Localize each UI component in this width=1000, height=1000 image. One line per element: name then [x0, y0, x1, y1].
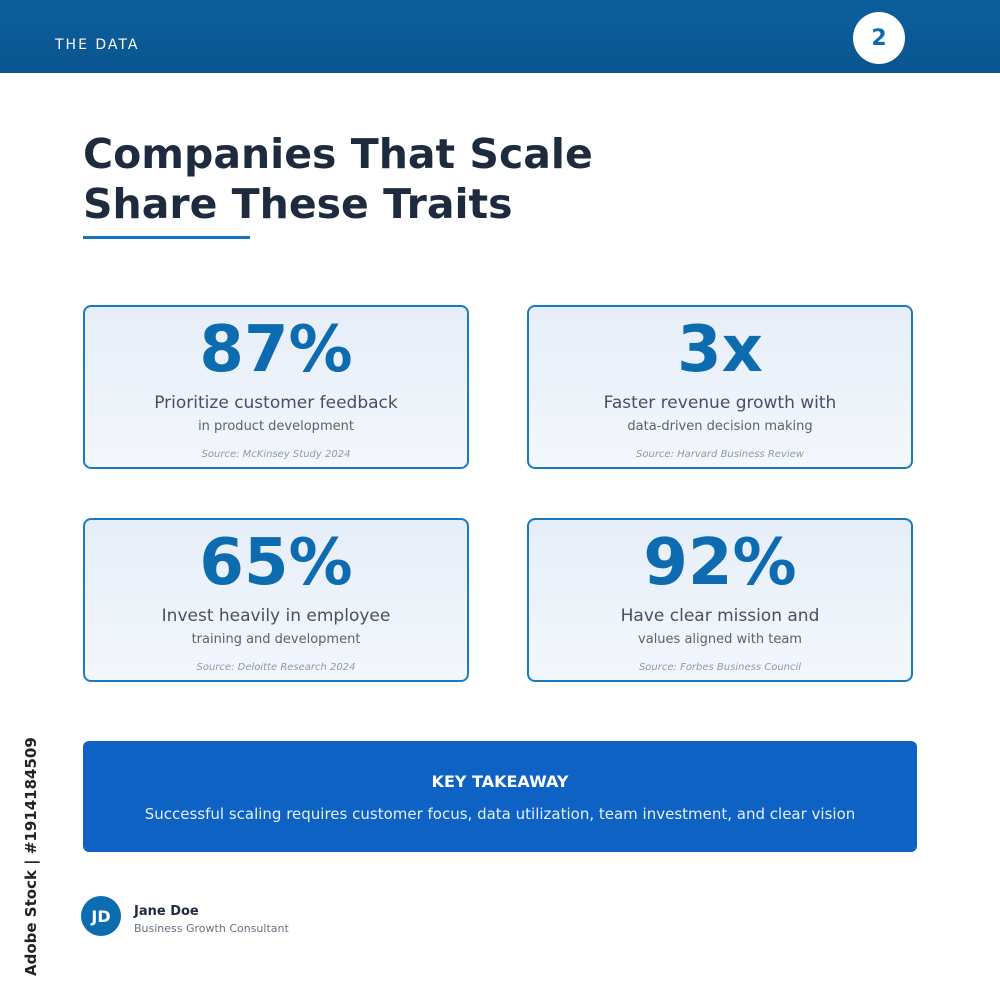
author-role: Business Growth Consultant	[134, 922, 289, 935]
stat-card: 65% Invest heavily in employee training an…	[83, 518, 469, 682]
author-name: Jane Doe	[134, 904, 199, 919]
stat-value: 3x	[677, 313, 763, 387]
stat-line: Invest heavily in employee	[161, 606, 391, 626]
stat-source: Source: Harvard Business Review	[636, 449, 804, 460]
avatar: JD	[81, 896, 121, 936]
stat-value: 92%	[643, 526, 797, 600]
stat-detail: in product development	[198, 419, 354, 434]
stat-value: 87%	[199, 313, 353, 387]
stat-source: Source: Deloitte Research 2024	[196, 662, 356, 673]
section-label: THE DATA	[55, 37, 140, 53]
title-line: Companies That Scale	[83, 130, 593, 178]
stat-line: Faster revenue growth with	[603, 393, 837, 413]
stat-card: 92% Have clear mission and values aligned …	[527, 518, 913, 682]
takeaway-box: KEY TAKEAWAY Successful scaling requires…	[83, 741, 917, 852]
stat-line: Have clear mission and	[620, 606, 820, 626]
takeaway-title: KEY TAKEAWAY	[431, 772, 569, 791]
stat-card: 87% Prioritize customer feedback in produc…	[83, 305, 469, 469]
takeaway-text: Successful scaling requires customer foc…	[144, 805, 856, 823]
stat-source: Source: McKinsey Study 2024	[201, 449, 351, 460]
header-bar	[0, 0, 1000, 73]
stat-detail: values aligned with team	[638, 632, 802, 647]
stat-value: 65%	[199, 526, 353, 600]
stat-detail: training and development	[191, 632, 361, 647]
title-underline	[83, 236, 250, 239]
stat-line: Prioritize customer feedback	[154, 393, 398, 413]
stat-card: 3x Faster revenue growth with data-driven …	[527, 305, 913, 469]
watermark: Adobe Stock | #1914184509	[22, 737, 40, 976]
page-number: 2	[853, 12, 905, 64]
stat-source: Source: Forbes Business Council	[638, 662, 802, 673]
stat-detail: data-driven decision making	[627, 419, 813, 434]
title-line: Share These Traits	[83, 180, 513, 228]
